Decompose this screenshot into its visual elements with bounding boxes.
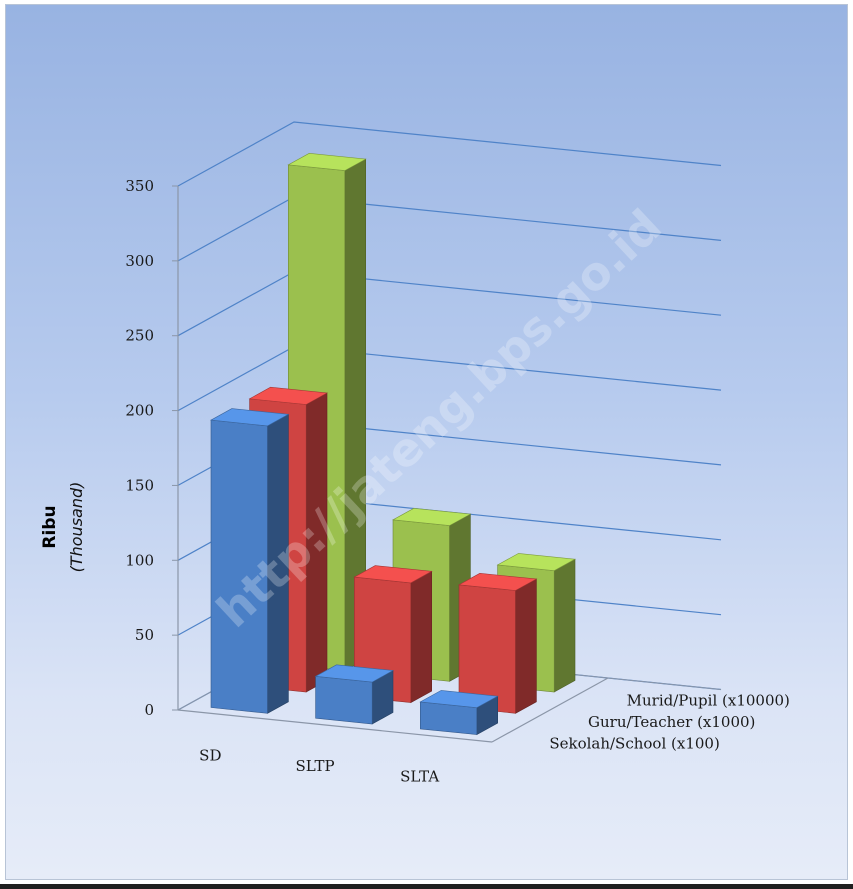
gridline-250 [177,271,722,337]
category-label-sd: SD [199,746,221,764]
y-tick-labels: 0 50 100 150 200 250 300 350 [125,177,154,719]
category-labels: SD SLTP SLTA [199,746,439,785]
chart-area [5,4,848,880]
series-labels: Sekolah/School (x100) Guru/Teacher (x1000… [549,692,790,753]
y-tick-label: 100 [125,551,154,569]
bottom-border [0,884,853,889]
y-tick-label: 350 [125,177,154,195]
series-label-2: Guru/Teacher (x1000) [588,713,755,731]
bars [210,152,576,736]
series-label-1: Sekolah/School (x100) [549,734,720,752]
y-axis-title: Ribu [40,505,60,548]
bar-sltp-series-1 [314,664,394,725]
bar-slta-series-2 [458,572,538,714]
bar-sd-series-1 [210,408,290,714]
y-tick-label: 150 [125,476,154,494]
x-axis-line [177,709,493,743]
depth-axis-line [491,677,609,743]
y-tick-label: 50 [135,626,154,644]
y-tick-label: 250 [125,327,154,345]
y-tick-label: 0 [144,701,154,719]
category-label-sltp: SLTP [295,757,334,775]
gridline-350 [177,121,722,187]
y-tick-label: 200 [125,402,154,420]
series-label-3: Murid/Pupil (x10000) [627,692,790,710]
bar-slta-series-1 [419,690,499,736]
y-axis-subtitle: (Thousand) [67,482,86,573]
y-tick-label: 300 [125,252,154,270]
category-label-slta: SLTA [400,768,439,786]
